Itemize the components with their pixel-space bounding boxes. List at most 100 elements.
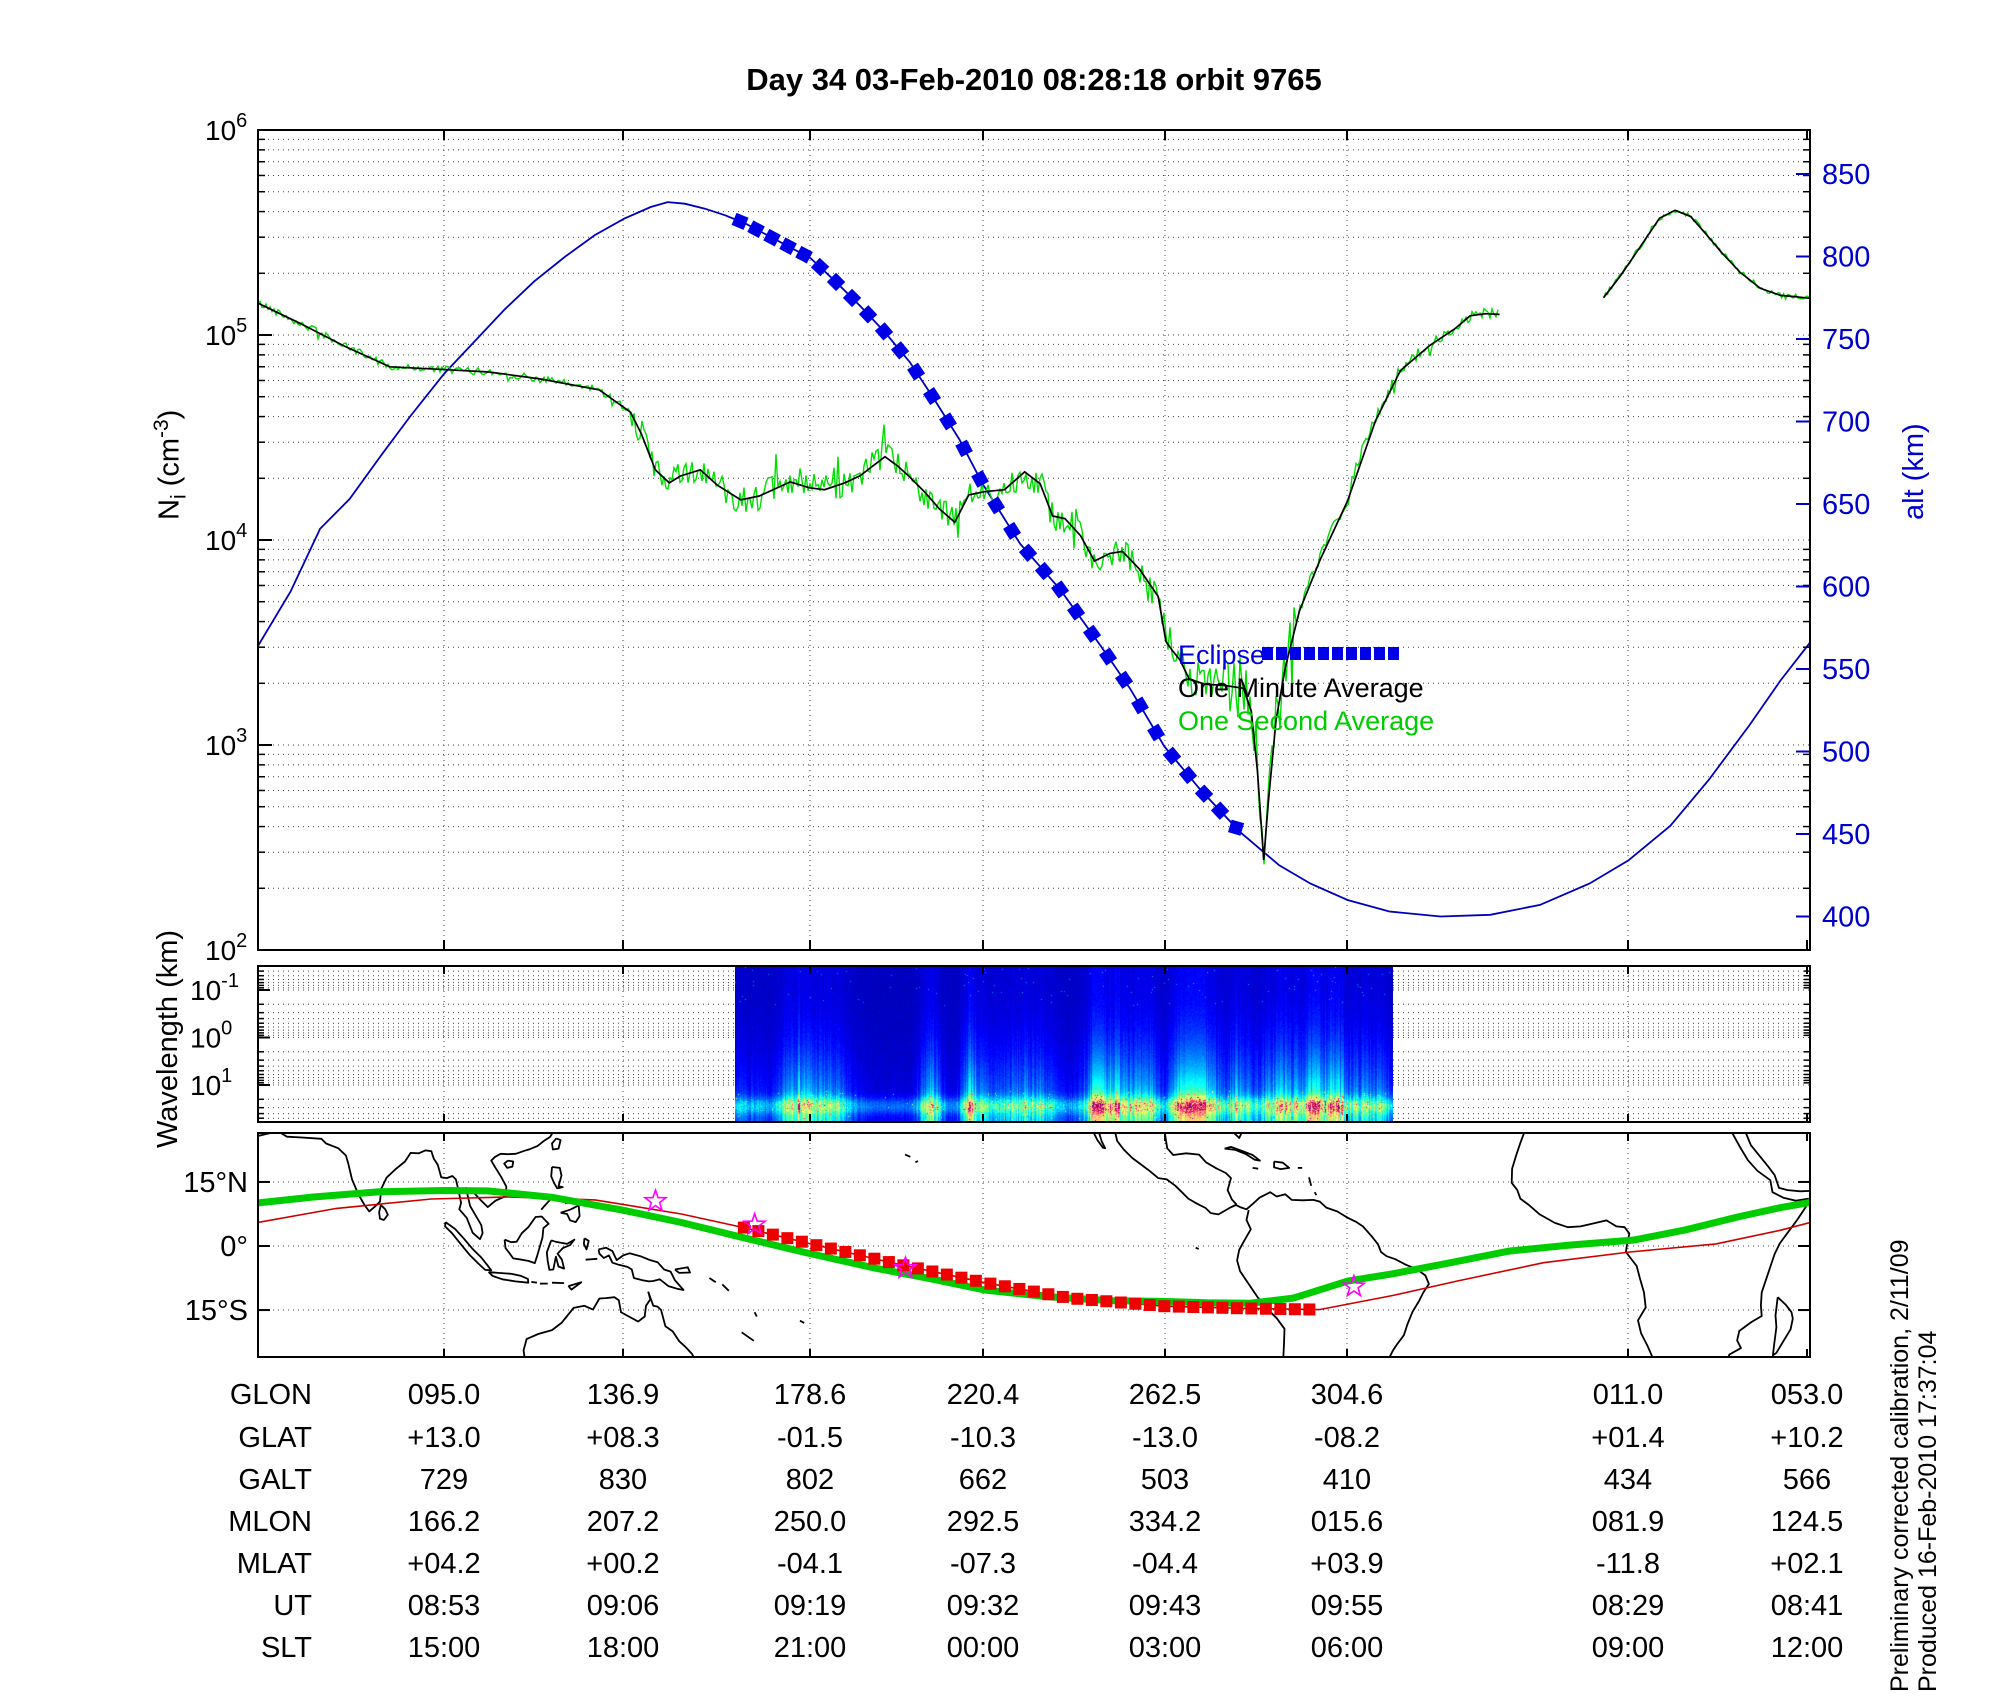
table-row-label-glon: GLON: [229, 1379, 312, 1411]
eclipse-track-marker: [1288, 1303, 1301, 1316]
ground-track: [258, 1186, 1810, 1307]
alt-tick-label: 400: [1822, 902, 1870, 934]
eclipse-track-marker: [1013, 1282, 1026, 1295]
eclipse-track-marker: [737, 1221, 750, 1234]
alt-tick-label: 700: [1822, 407, 1870, 439]
table-cell-slt-2: 21:00: [773, 1632, 847, 1664]
eclipse-track-marker: [1245, 1302, 1258, 1315]
table-cell-mlon-5: 015.6: [1310, 1506, 1384, 1538]
table-cell-glon-6: 011.0: [1592, 1379, 1664, 1411]
legend-label-one-minute-average: One Minute Average: [1178, 673, 1424, 703]
star-marker: [741, 1211, 768, 1236]
table-cell-mlat-1: +00.2: [586, 1548, 660, 1580]
ni-alt-panel: [258, 129, 1810, 951]
legend-eclipse-dash: [1276, 647, 1287, 660]
table-cell-glat-7: +10.2: [1770, 1422, 1844, 1454]
table-cell-slt-1: 18:00: [586, 1632, 660, 1664]
coastline: [258, 1133, 554, 1241]
coastline: [741, 1331, 755, 1342]
coastline: [1510, 1133, 1654, 1357]
eclipse-track-marker: [795, 1235, 808, 1248]
table-row-label-slt: SLT: [260, 1632, 312, 1664]
eclipse-track-marker: [1303, 1303, 1316, 1316]
table-cell-galt-5: 410: [1322, 1464, 1372, 1496]
table-cell-mlon-0: 166.2: [407, 1506, 481, 1538]
legend-eclipse-dash: [1374, 647, 1385, 660]
coastline: [647, 1291, 695, 1357]
wavelength-tick-label: 100: [190, 1018, 232, 1054]
coastline: [1114, 1133, 1430, 1357]
table-cell-ut-4: 09:43: [1128, 1590, 1202, 1622]
ni-tick-label: 103: [205, 725, 247, 761]
table-cell-ut-2: 09:19: [773, 1590, 847, 1622]
coastline: [1308, 1177, 1313, 1187]
eclipse-track-marker: [1114, 1296, 1127, 1309]
table-cell-galt-3: 662: [958, 1464, 1008, 1496]
legend-eclipse-dash: [1332, 647, 1343, 660]
table-cell-mlat-5: +03.9: [1310, 1548, 1384, 1580]
coastline: [545, 1238, 576, 1271]
legend-eclipse-dash: [1360, 647, 1371, 660]
legend-eclipse-dash: [1290, 647, 1301, 660]
table-cell-mlon-7: 124.5: [1770, 1506, 1844, 1538]
coastline: [914, 1160, 919, 1164]
one-minute-average-curve: [258, 302, 1500, 860]
coastline: [503, 1159, 515, 1169]
table-row-label-glat: GLAT: [238, 1422, 312, 1454]
table-cell-ut-7: 08:41: [1770, 1590, 1844, 1622]
eclipse-track-marker: [853, 1249, 866, 1262]
table-cell-mlon-2: 250.0: [773, 1506, 847, 1538]
coastline: [503, 1215, 550, 1264]
wavelength-panel: [258, 966, 1810, 1122]
coastline: [540, 1199, 551, 1211]
eclipse-track-marker: [839, 1245, 852, 1258]
table-cell-ut-5: 09:55: [1310, 1590, 1384, 1622]
eclipse-track-marker: [1158, 1300, 1171, 1313]
table-cell-ut-0: 08:53: [407, 1590, 481, 1622]
ground-track-map: [258, 1133, 1810, 1357]
eclipse-track-marker: [1042, 1288, 1055, 1301]
table-cell-glon-7: 053.0: [1770, 1379, 1844, 1411]
table-cell-mlon-3: 292.5: [946, 1506, 1020, 1538]
alt-tick-label: 800: [1822, 242, 1870, 274]
table-cell-glat-5: -08.2: [1313, 1422, 1381, 1454]
eclipse-track-marker: [868, 1252, 881, 1265]
y2-axis-label-altitude: alt (km): [1898, 423, 1930, 520]
table-cell-slt-0: 15:00: [407, 1632, 481, 1664]
one-minute-average-curve: [1602, 209, 1810, 300]
table-cell-slt-6: 09:00: [1591, 1632, 1665, 1664]
legend-eclipse-dash: [1318, 647, 1329, 660]
table-cell-slt-7: 12:00: [1770, 1632, 1844, 1664]
eclipse-track-marker: [824, 1242, 837, 1255]
table-cell-mlat-7: +02.1: [1770, 1548, 1844, 1580]
eclipse-track-marker: [781, 1232, 794, 1245]
table-cell-mlon-6: 081.9: [1591, 1506, 1665, 1538]
table-cell-glon-5: 304.6: [1310, 1379, 1384, 1411]
table-cell-glat-3: -10.3: [949, 1422, 1017, 1454]
coastline: [444, 1221, 493, 1272]
eclipse-overlay: [731, 212, 1245, 836]
ni-tick-label: 105: [205, 315, 247, 351]
table-cell-glon-3: 220.4: [946, 1379, 1020, 1411]
coastline: [1731, 1133, 1809, 1202]
table-cell-mlon-1: 207.2: [586, 1506, 660, 1538]
table-cell-glon-4: 262.5: [1128, 1379, 1202, 1411]
table-cell-galt-7: 566: [1782, 1464, 1832, 1496]
coastline: [1224, 1146, 1261, 1162]
eclipse-track-marker: [1187, 1301, 1200, 1314]
coastline: [1195, 1246, 1200, 1250]
altitude-curve: [258, 201, 1810, 918]
eclipse-track-marker: [984, 1277, 997, 1290]
table-cell-galt-0: 729: [419, 1464, 469, 1496]
coastline: [799, 1319, 805, 1324]
table-cell-galt-6: 434: [1603, 1464, 1653, 1496]
ni-tick-label: 106: [205, 110, 247, 146]
wavelength-tick-label: 101: [190, 1065, 232, 1101]
star-marker: [892, 1254, 919, 1280]
alt-tick-label: 450: [1822, 819, 1870, 851]
table-cell-galt-4: 503: [1140, 1464, 1190, 1496]
eclipse-track-marker: [1143, 1298, 1156, 1311]
y-axis-label-ion-density: Ni (cm-3): [150, 409, 191, 520]
